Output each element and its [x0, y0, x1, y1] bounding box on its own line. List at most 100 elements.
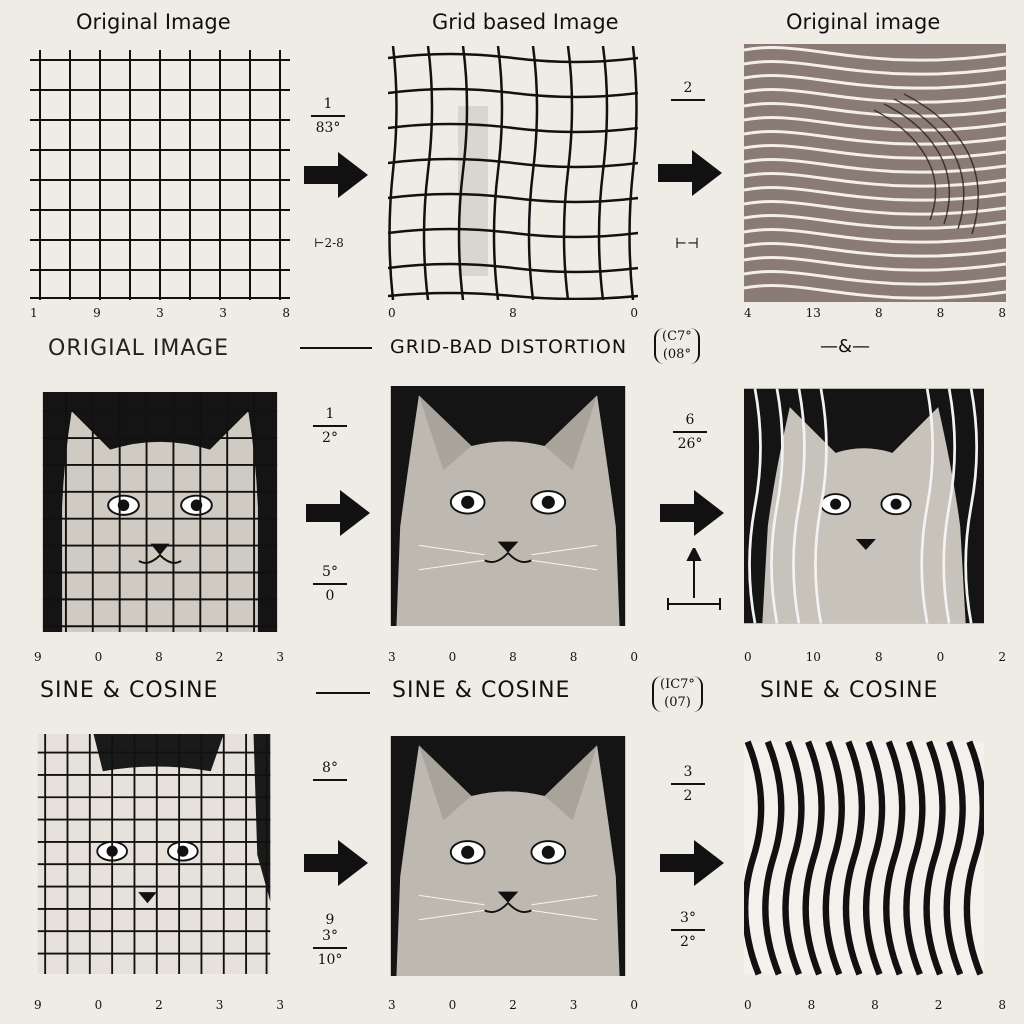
ann-den: 10°	[317, 952, 343, 968]
row1-col3-ticks: 4 13 8 8 8	[744, 306, 1006, 320]
row3-annotation-1b: 9 3° 10°	[300, 912, 360, 968]
ann-num: 1	[325, 406, 335, 422]
row2-annotation-2: 6 26°	[658, 412, 722, 452]
row3-annotation-2: 3 2	[656, 764, 720, 804]
ann-num: 2	[683, 80, 693, 96]
cat-grid-panel	[42, 392, 278, 632]
cat-wave-panel	[744, 388, 984, 624]
tick: 3	[219, 306, 227, 320]
connector-line	[300, 347, 372, 349]
tick: 0	[936, 650, 945, 664]
ann-den: 2°	[680, 934, 696, 950]
ann-line	[311, 115, 345, 117]
tick: 2	[155, 998, 163, 1012]
tick: 0	[630, 306, 638, 320]
ann-den: 0	[325, 588, 335, 604]
right-arrow-icon	[306, 490, 370, 536]
tick: 8	[998, 998, 1006, 1012]
wavy-grid-panel	[388, 46, 638, 300]
note-line: (C7°	[662, 329, 692, 344]
tick: 3	[569, 998, 578, 1012]
tick: 9	[93, 306, 101, 320]
wave-stripes-panel	[744, 740, 984, 976]
row1-col2-title: Grid based Image	[432, 10, 619, 34]
cat-photo-panel	[390, 386, 626, 626]
tick: 8	[509, 650, 517, 664]
row1-col1-title: Original Image	[76, 10, 231, 34]
row2-col1-ticks: 9 0 8 2 3	[34, 650, 284, 664]
ann-num: 3°	[680, 910, 696, 926]
tick: 2	[934, 998, 943, 1012]
ann-den: 2	[683, 788, 693, 804]
row3-col3-title: SINE & COSINE	[760, 678, 939, 703]
row1-annotation-2: 2	[656, 80, 720, 104]
tick: 8	[155, 650, 163, 664]
ann-num: 6	[685, 412, 695, 428]
swirl-texture-panel	[744, 44, 1006, 302]
ann-den: 83°	[315, 120, 341, 136]
ann-line	[671, 783, 705, 785]
tick: 2	[509, 998, 517, 1012]
right-arrow-icon	[660, 490, 724, 536]
ann-line	[673, 431, 707, 433]
tick: 0	[630, 998, 638, 1012]
tick: 8	[871, 998, 879, 1012]
row3-annotation-1: 8°	[300, 760, 360, 784]
up-arrow-bracket-icon	[667, 548, 721, 610]
tick: 8	[509, 306, 517, 320]
tick: 9	[34, 998, 42, 1012]
right-arrow-icon	[660, 840, 724, 886]
row1-annotation-1: 1 83°	[298, 96, 358, 136]
row2-annotation-1b: 5° 0	[300, 564, 360, 604]
right-arrow-icon	[304, 840, 368, 886]
row3-col3-ticks: 0 8 8 2 8	[744, 998, 1006, 1012]
tick: 8	[282, 306, 290, 320]
ann-line	[313, 583, 347, 585]
right-arrow-icon	[658, 150, 722, 196]
row1-annotation-1b: ⊢2-8	[314, 236, 344, 250]
ann-line	[671, 929, 705, 931]
ann-line	[313, 425, 347, 427]
ann-line	[313, 947, 347, 949]
note-line: (08°	[662, 347, 691, 362]
tick: 0	[744, 650, 752, 664]
connector-line	[316, 692, 370, 694]
tick: 0	[94, 650, 103, 664]
row2-col1-title: ORIGIAL IMAGE	[48, 336, 230, 361]
tick: 3	[215, 998, 224, 1012]
tick: 10	[805, 650, 821, 664]
row1-annotation-2b: ⊢⊣	[674, 236, 700, 252]
row3-col2-title: SINE & COSINE	[392, 678, 571, 703]
ann-den: 2°	[322, 430, 338, 446]
plain-grid-panel	[30, 50, 290, 300]
row3-annotation-2b: 3° 2°	[656, 910, 720, 950]
row2-note: (C7° (08°	[654, 328, 700, 364]
tick: 8	[874, 306, 883, 320]
tick: 3	[276, 998, 284, 1012]
row3-col1-title: SINE & COSINE	[40, 678, 219, 703]
note-line: (07)	[664, 695, 691, 710]
cat-dense-grid-panel	[37, 734, 271, 974]
tick: 8	[874, 650, 883, 664]
tick: 0	[448, 998, 457, 1012]
row2-col3-title: —&—	[820, 336, 871, 357]
tick: 8	[569, 650, 578, 664]
ann-line	[313, 779, 347, 781]
ann-den: 26°	[677, 436, 703, 452]
tick: 8	[998, 306, 1006, 320]
row3-note: (IC7° (07)	[652, 676, 703, 712]
tick: 0	[94, 998, 103, 1012]
ann-num: 5°	[322, 564, 338, 580]
tick: 3	[388, 998, 396, 1012]
right-arrow-icon	[304, 152, 368, 198]
tick: 1	[30, 306, 38, 320]
tick: 8	[936, 306, 945, 320]
tick: 3	[156, 306, 164, 320]
row2-col2-title: GRID-BAD DISTORTION	[390, 336, 628, 358]
tick: 8	[807, 998, 816, 1012]
tick: 0	[388, 306, 396, 320]
note-line: (IC7°	[660, 677, 695, 692]
tick: 0	[630, 650, 638, 664]
cat-photo-panel-2	[390, 736, 626, 976]
tick: 4	[744, 306, 752, 320]
